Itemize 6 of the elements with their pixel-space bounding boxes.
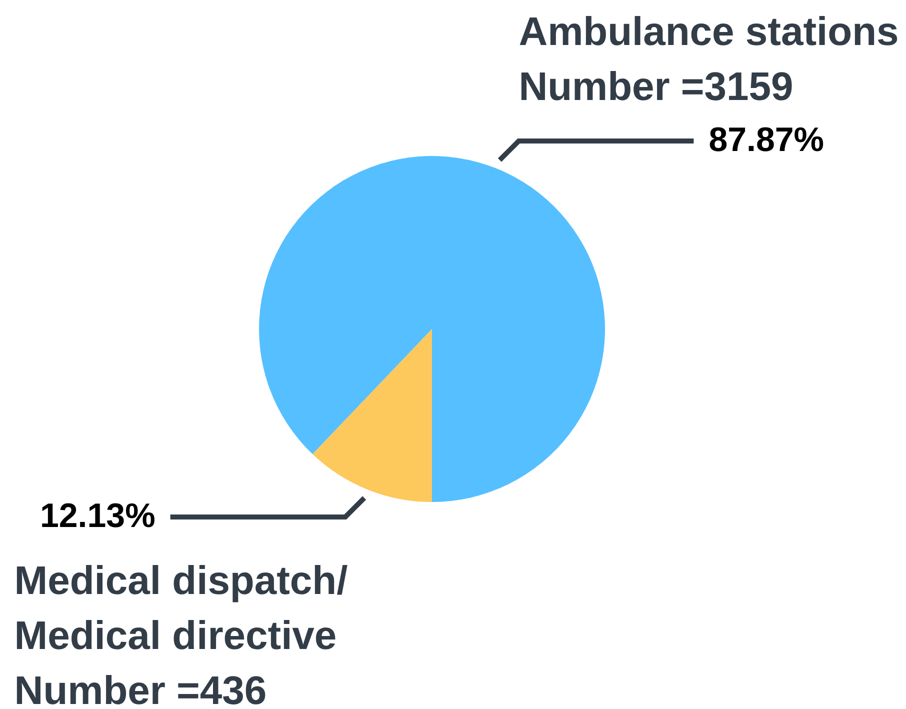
data-label: 87.87% (708, 121, 824, 160)
slice-label: Medical dispatch/ Medical directive Number =436 (14, 558, 348, 709)
data-label: 12.13% (40, 496, 156, 535)
pie-slice (312, 329, 432, 502)
slice-label: Ambulance stations Number =3159 (518, 10, 899, 110)
pie-slice (259, 156, 605, 502)
